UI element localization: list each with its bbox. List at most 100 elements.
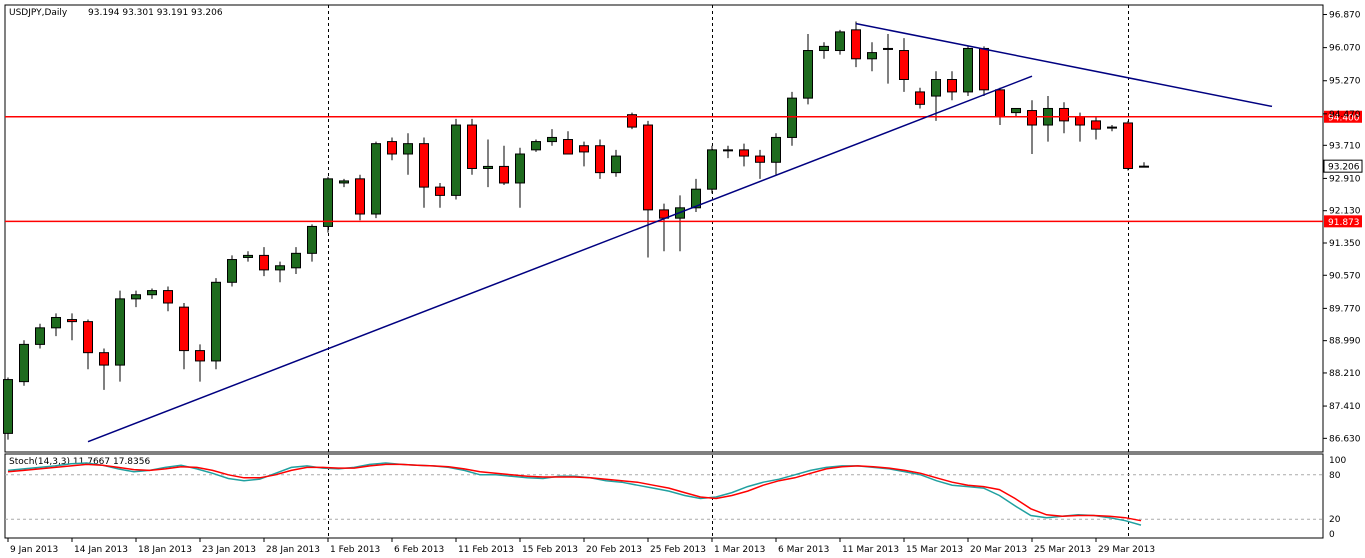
y-tick-label-1: 96.070 — [1329, 44, 1361, 54]
y-tick-label-11: 88.210 — [1329, 369, 1361, 379]
x-tick-label-2: 18 Jan 2013 — [138, 545, 192, 555]
candle-body-7 — [115, 298, 125, 366]
stoch-y-tick-label-2: 20 — [1329, 515, 1341, 525]
current-price-tag — [1323, 159, 1363, 173]
candle-body-16 — [259, 254, 269, 271]
current-price-label: 93.206 — [1328, 163, 1360, 173]
candle-body-67 — [1075, 116, 1085, 126]
y-tick-label-13: 86.630 — [1329, 434, 1361, 444]
candle-body-64 — [1027, 110, 1037, 126]
x-tick-label-10: 25 Feb 2013 — [650, 545, 706, 555]
candle-body-5 — [83, 321, 93, 354]
stochastic-panel — [4, 453, 1324, 539]
stoch-y-tick-label-0: 100 — [1329, 456, 1346, 466]
y-tick-label-6: 92.130 — [1329, 207, 1361, 217]
candle-body-43 — [691, 188, 701, 209]
candle-body-6 — [99, 352, 109, 366]
candle-body-11 — [179, 306, 189, 352]
trendline-1 — [855, 22, 1273, 108]
candle-body-21 — [339, 180, 349, 184]
horizontal-level-tag-1 — [1324, 215, 1362, 228]
candle-body-48 — [771, 136, 781, 163]
candle-body-40 — [643, 124, 653, 211]
stochastic-label: Stoch(14,3,3) 11.7667 17.8356 — [9, 457, 150, 467]
y-tick-label-0: 96.870 — [1329, 11, 1361, 21]
candle-body-60 — [963, 47, 973, 93]
candle-body-28 — [451, 124, 461, 196]
horizontal-level-label-0: 94.400 — [1328, 113, 1360, 123]
y-tick-label-9: 89.770 — [1329, 304, 1361, 314]
x-tick-label-1: 14 Jan 2013 — [74, 545, 128, 555]
x-tick-label-11: 1 Mar 2013 — [714, 545, 765, 555]
candle-body-52 — [835, 31, 845, 52]
candle-body-24 — [387, 141, 397, 155]
candle-body-26 — [419, 143, 429, 188]
trendline-0 — [87, 75, 1033, 443]
candle-body-27 — [435, 186, 445, 196]
candle-body-30 — [483, 165, 493, 169]
x-tick-label-14: 15 Mar 2013 — [906, 545, 963, 555]
candle-body-63 — [1011, 107, 1021, 114]
candle-body-37 — [595, 145, 605, 174]
x-tick-label-6: 6 Feb 2013 — [394, 545, 444, 555]
x-tick-label-15: 20 Mar 2013 — [970, 545, 1027, 555]
candle-body-55 — [883, 47, 893, 50]
candle-body-54 — [867, 52, 877, 60]
y-tick-label-2: 95.270 — [1329, 77, 1361, 87]
y-tick-label-8: 90.570 — [1329, 271, 1361, 281]
candle-body-66 — [1059, 107, 1069, 122]
stochastic-panel-frame — [4, 453, 1324, 539]
candle-body-36 — [579, 145, 589, 153]
candle-body-13 — [211, 281, 221, 362]
candle-body-51 — [819, 45, 829, 52]
x-tick-label-9: 20 Feb 2013 — [586, 545, 642, 555]
candle-body-33 — [531, 141, 541, 151]
candle-body-58 — [931, 79, 941, 97]
candle-body-12 — [195, 350, 205, 362]
candle-body-45 — [723, 149, 733, 152]
x-tick-label-7: 11 Feb 2013 — [458, 545, 514, 555]
x-tick-label-0: 9 Jan 2013 — [10, 545, 58, 555]
horizontal-level-tag-0 — [1324, 110, 1362, 123]
stoch-series-1 — [7, 463, 1142, 522]
stoch-y-tick-label-3: 0 — [1329, 530, 1335, 540]
candle-body-17 — [275, 265, 285, 271]
candle-body-10 — [163, 290, 173, 304]
y-tick-label-12: 87.410 — [1329, 402, 1361, 412]
candle-body-22 — [355, 178, 365, 215]
candle-body-35 — [563, 139, 573, 155]
horizontal-level-label-1: 91.873 — [1328, 218, 1360, 228]
candle-body-18 — [291, 252, 301, 269]
candle-body-9 — [147, 290, 157, 296]
candle-body-56 — [899, 50, 909, 80]
candle-body-15 — [243, 254, 253, 258]
candle-body-62 — [995, 89, 1005, 118]
candle-body-8 — [131, 294, 141, 300]
y-tick-label-4: 93.710 — [1329, 141, 1361, 151]
candles — [3, 21, 1149, 440]
candle-body-3 — [51, 316, 61, 329]
y-tick-label-10: 88.990 — [1329, 337, 1361, 347]
candle-body-69 — [1107, 126, 1117, 129]
candle-body-20 — [323, 178, 333, 227]
x-tick-label-4: 28 Jan 2013 — [266, 545, 320, 555]
candle-body-39 — [627, 114, 637, 128]
candle-body-0 — [3, 379, 13, 434]
candle-body-59 — [947, 79, 957, 93]
chart-title-ohlc: 93.194 93.301 93.191 93.206 — [88, 8, 223, 18]
candle-body-49 — [787, 97, 797, 138]
y-tick-label-5: 92.910 — [1329, 174, 1361, 184]
x-tick-label-13: 11 Mar 2013 — [842, 545, 899, 555]
x-tick-label-17: 29 Mar 2013 — [1098, 545, 1155, 555]
stoch-y-tick-label-1: 80 — [1329, 471, 1341, 481]
candle-body-57 — [915, 91, 925, 105]
candle-body-61 — [979, 47, 989, 91]
y-tick-label-7: 91.350 — [1329, 239, 1361, 249]
candle-body-38 — [611, 155, 621, 174]
candle-body-19 — [307, 225, 317, 254]
candle-body-34 — [547, 136, 557, 143]
candle-body-70 — [1123, 122, 1133, 169]
x-tick-label-8: 15 Feb 2013 — [522, 545, 578, 555]
x-tick-label-3: 23 Jan 2013 — [202, 545, 256, 555]
